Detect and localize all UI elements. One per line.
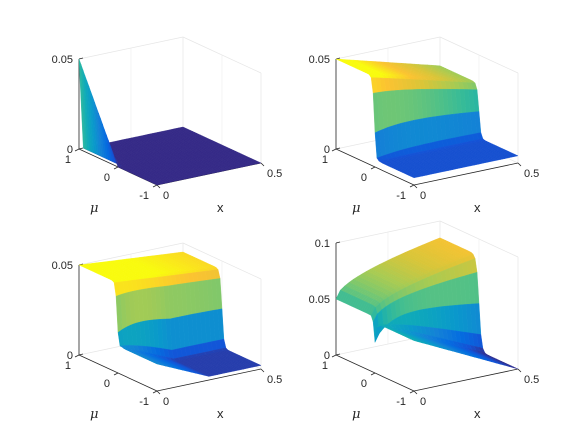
z-tick [335, 241, 341, 244]
surface-patch [411, 175, 419, 179]
x-axis-label: x [217, 200, 224, 215]
z-tick-label: 0.1 [315, 238, 330, 250]
x-tick-label: 0 [420, 190, 426, 202]
mu-tick-label: -1 [396, 396, 406, 408]
mu-tick [113, 166, 119, 170]
mu-tick-label: 1 [65, 154, 71, 166]
x-tick [260, 368, 265, 373]
mu-axis-label: μ [90, 407, 98, 422]
mu-tick-label: 1 [65, 360, 71, 372]
mu-tick [370, 372, 376, 376]
mu-tick [409, 184, 415, 188]
z-tick-label: 0 [324, 144, 330, 156]
mu-tick [331, 354, 337, 358]
mu-axis-label: μ [352, 407, 360, 422]
x-tick-label: 0.5 [267, 168, 282, 180]
z-tick-label: 0.05 [309, 294, 330, 306]
mu-tick-label: 0 [361, 378, 367, 390]
mu-tick [152, 390, 158, 394]
x-tick [156, 390, 161, 395]
x-tick [517, 162, 522, 167]
x-axis-line [413, 368, 519, 392]
z-tick [335, 147, 341, 150]
surface-2 [335, 58, 519, 179]
mu-tick-label: 0 [104, 172, 110, 184]
x-axis-line [413, 162, 519, 186]
x-tick [260, 162, 265, 167]
surface-4 [335, 237, 519, 370]
x-tick [413, 390, 418, 395]
z-tick [335, 353, 341, 356]
mu-tick-label: 1 [322, 360, 328, 372]
x-axis-line [156, 368, 262, 392]
x-axis-label: x [474, 406, 481, 421]
mu-tick-label: -1 [139, 190, 149, 202]
mu-axis-label: μ [90, 201, 98, 216]
mu-axis-label: μ [352, 201, 360, 216]
z-tick-label: 0 [67, 144, 73, 156]
z-tick-label: 0.05 [52, 54, 73, 66]
x-tick-label: 0.5 [267, 374, 282, 386]
surface-patch [155, 362, 162, 366]
mu-tick-label: 1 [322, 154, 328, 166]
z-tick [335, 57, 341, 60]
z-tick-label: 0 [67, 350, 73, 362]
mu-tick [74, 354, 80, 358]
mu-tick-label: 0 [104, 378, 110, 390]
z-tick [78, 147, 84, 150]
z-tick-label: 0.05 [309, 54, 330, 66]
z-tick-label: 0 [324, 350, 330, 362]
mu-tick [370, 166, 376, 170]
mu-tick-label: -1 [139, 396, 149, 408]
z-tick [78, 57, 84, 60]
mu-tick [113, 372, 119, 376]
x-tick-label: 0 [163, 396, 169, 408]
mu-tick-label: -1 [396, 190, 406, 202]
surface-3 [78, 251, 262, 377]
mu-tick [152, 184, 158, 188]
x-axis-label: x [217, 406, 224, 421]
mu-tick [331, 148, 337, 152]
x-tick-label: 0.5 [524, 168, 539, 180]
x-tick [413, 184, 418, 189]
mu-tick-label: 0 [361, 172, 367, 184]
x-tick [517, 368, 522, 373]
mu-tick [74, 148, 80, 152]
x-tick [156, 184, 161, 189]
mu-tick [409, 390, 415, 394]
x-tick-label: 0 [163, 190, 169, 202]
x-tick-label: 0.5 [524, 374, 539, 386]
z-tick [78, 353, 84, 356]
x-tick-label: 0 [420, 396, 426, 408]
z-tick-label: 0.05 [52, 260, 73, 272]
surface-1 [78, 58, 262, 186]
surface-patch [154, 182, 162, 186]
x-axis-label: x [474, 200, 481, 215]
